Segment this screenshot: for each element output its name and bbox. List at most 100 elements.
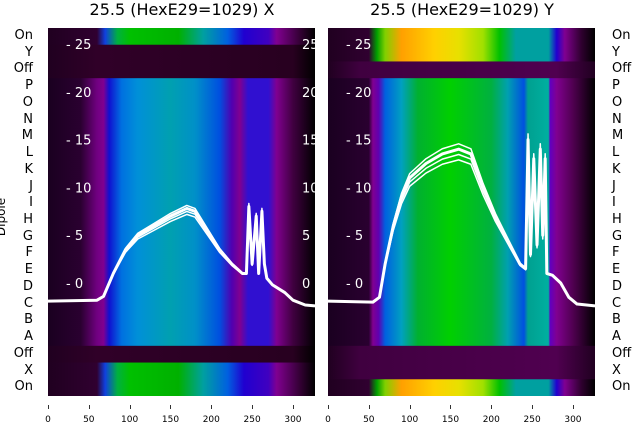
heatmap-row-on [48,379,315,396]
row-label: A [612,329,621,345]
x-tick-label: 250 [243,415,261,425]
x-tick [328,405,329,409]
x-tick [368,405,370,409]
y-tick-label: - 10 [66,181,91,196]
row-label: D [22,278,33,294]
heatmap-row-l [48,145,315,163]
x-tick [170,405,172,409]
row-label: F [612,245,620,261]
x-tick [211,405,213,409]
x-tick [532,405,534,409]
x-tick-label: 50 [363,415,375,425]
heatmap-row-n [48,111,315,129]
x-tick-label: 0 [325,415,331,425]
heatmap-row-on [328,28,595,46]
x-tick-label: 250 [523,415,541,425]
row-label: On [14,28,33,43]
heatmap-row-x [328,362,595,380]
heatmap-row-n [328,111,595,129]
heatmap-row-p [48,78,315,96]
row-label: K [612,161,621,177]
row-label: X [612,362,621,378]
heatmap-row-o [328,94,595,113]
heatmap-row-i [328,195,595,213]
heatmap-row-m [48,128,315,146]
row-label: C [612,295,622,311]
x-tick [252,405,254,409]
row-label: G [612,228,623,244]
heatmap-row-a [328,329,595,347]
heatmap-row-h [328,212,595,230]
heatmap-row-e [48,262,315,280]
heatmap-row-on [48,28,315,46]
x-tick-label: 200 [202,415,220,425]
row-label: Y [25,44,33,60]
heatmap-row-off [48,345,315,364]
x-tick [572,405,574,409]
row-label: L [612,145,620,161]
row-label: L [25,145,33,161]
y-tick-label: - 25 [346,38,371,53]
row-label: M [612,128,624,144]
row-label: F [25,245,33,261]
heatmap-row-o [48,94,315,113]
row-label: J [612,178,616,194]
heatmap-row-c [328,295,595,313]
row-label: M [21,128,33,144]
heatmap-row-j [48,178,315,196]
line-series [48,211,315,307]
row-label: Off [612,345,632,361]
y-tick-label: - 25 [66,38,91,53]
row-label: K [24,161,33,177]
x-tick [450,405,452,409]
heatmap-row-e [328,262,595,280]
row-label: On [14,379,33,395]
x-tick [292,405,294,409]
row-label: E [24,262,33,278]
row-label: P [25,78,33,94]
x-tick-label: 150 [441,415,460,425]
heatmap-row-k [328,161,595,180]
x-tick-label: 0 [45,415,51,425]
y-tick-label-secondary: 15 [302,134,315,149]
y-tick-label-secondary: 5 [302,229,310,244]
y-tick-label: - 0 [66,277,83,292]
row-label: N [612,111,622,127]
line-series [328,150,595,307]
row-label: N [23,111,33,127]
y-tick-label: - 20 [66,86,91,101]
row-label: Off [13,61,33,77]
x-tick-label: 300 [284,415,302,425]
x-tick-label: 300 [564,415,582,425]
row-label: Off [13,345,33,361]
heatmap-row-d [328,278,595,297]
heatmap-row-k [48,161,315,180]
x-tick-label: 100 [121,415,139,425]
y-tick-label: - 15 [66,134,91,149]
row-label: C [23,295,33,311]
x-tick-label: 100 [401,415,419,425]
heatmap-row-c [48,295,315,313]
x-tick-label: 200 [482,415,500,425]
heatmap-panel-y: - 0 - 5 - 10 - 15 - 20 - 25 [328,28,595,396]
heatmap-row-off [328,345,595,364]
row-label: O [22,94,33,110]
row-label: D [612,278,623,294]
y-tick-label-secondary: 20 [302,86,315,101]
row-label: Off [612,61,632,77]
row-label: On [612,28,631,43]
row-label: B [612,312,621,328]
x-tick [491,405,493,409]
y-tick-label: - 0 [346,277,363,292]
heatmap-svg: - 0 - 5 - 10 - 15 - 20 - 25 [328,28,595,396]
heatmap-row-off [48,61,315,79]
y-tick-label: - 5 [66,229,83,244]
chart-title-x: 25.5 (HexE29=1029) X [89,0,275,19]
heatmap-row-b [328,312,595,330]
heatmap-row-y [48,44,315,62]
row-label: On [612,379,631,395]
heatmap-row-f [48,245,315,263]
y-tick-label: - 10 [346,181,371,196]
x-tick-label: 50 [83,415,95,425]
y-tick-label: - 15 [346,134,371,149]
